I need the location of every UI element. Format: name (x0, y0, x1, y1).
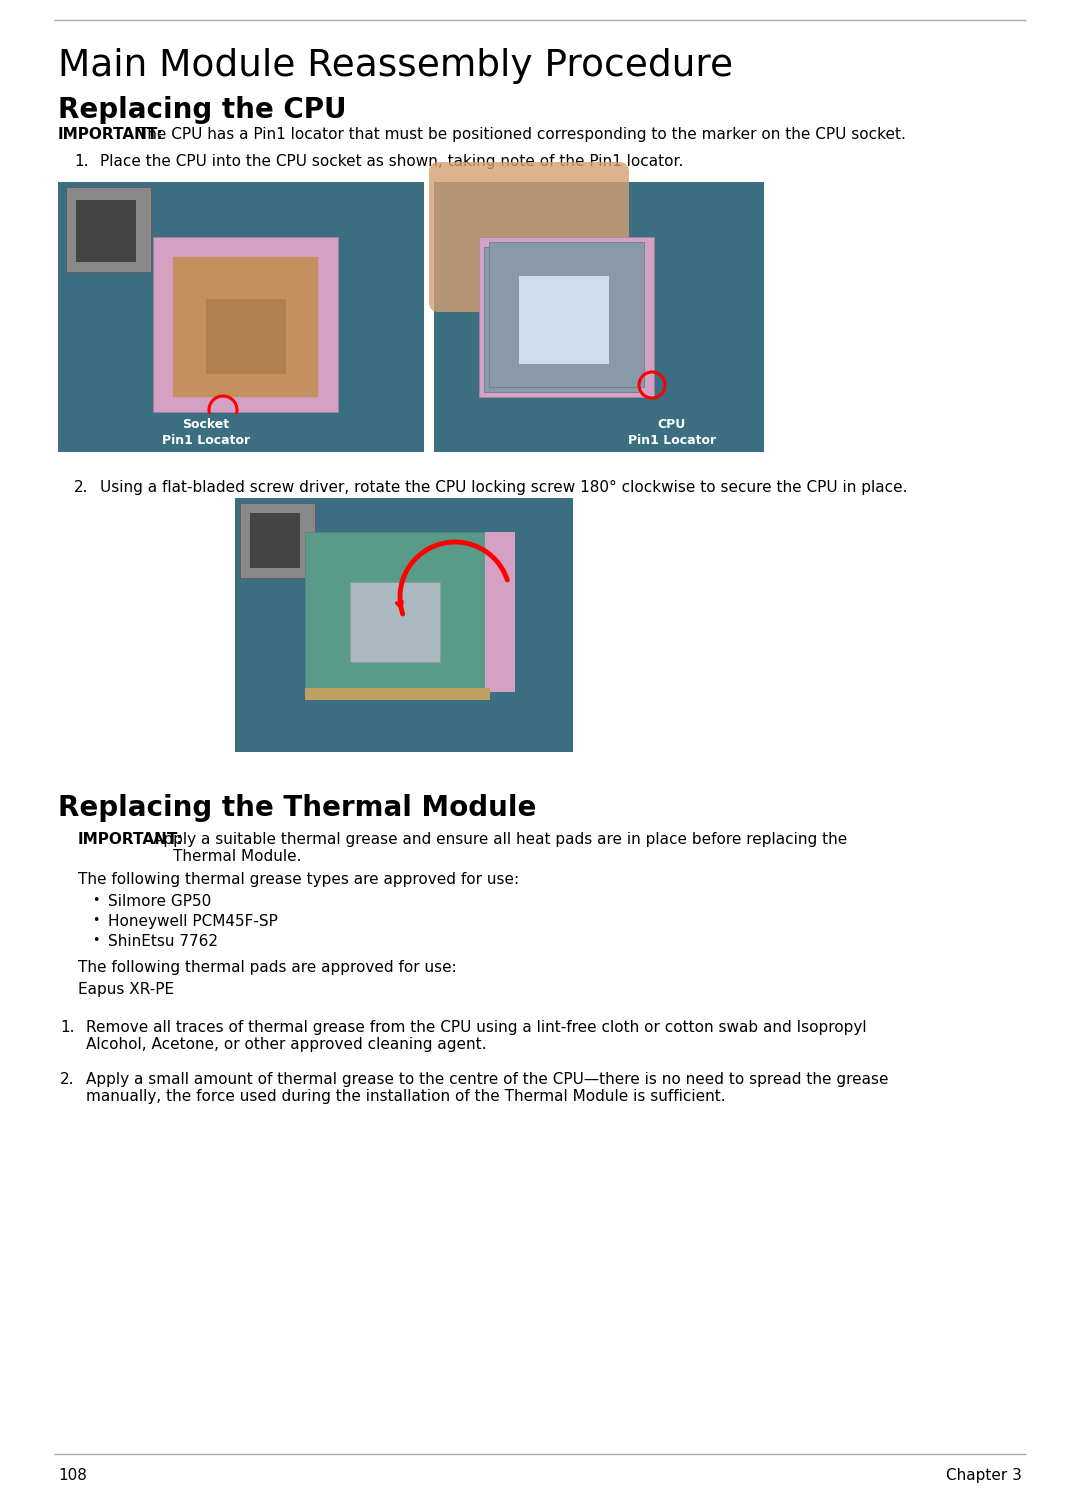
Text: Using a flat-bladed screw driver, rotate the CPU locking screw 180° clockwise to: Using a flat-bladed screw driver, rotate… (100, 479, 907, 494)
Text: •: • (92, 934, 99, 947)
Bar (485, 532, 515, 692)
Text: Silmore GP50: Silmore GP50 (108, 894, 212, 909)
Text: 2.: 2. (75, 479, 89, 494)
Bar (514, 277, 609, 372)
Text: Thermal Module.: Thermal Module. (173, 850, 301, 863)
Text: Remove all traces of thermal grease from the CPU using a lint-free cloth or cott: Remove all traces of thermal grease from… (86, 1021, 866, 1036)
Text: Alcohol, Acetone, or other approved cleaning agent.: Alcohol, Acetone, or other approved clea… (86, 1037, 486, 1052)
Bar (235, 497, 573, 751)
Bar (249, 513, 300, 569)
Bar (305, 532, 490, 692)
Text: Eapus XR-PE: Eapus XR-PE (78, 981, 174, 996)
Bar (305, 688, 490, 700)
Text: 1.: 1. (75, 154, 89, 169)
Text: 1.: 1. (60, 1021, 75, 1036)
Bar (146, 414, 266, 451)
Text: Pin1 Locator: Pin1 Locator (627, 434, 716, 448)
Text: •: • (92, 913, 99, 927)
Bar (66, 187, 151, 272)
Bar (76, 200, 136, 262)
Text: 2.: 2. (60, 1072, 75, 1087)
Text: Socket: Socket (183, 417, 230, 431)
FancyBboxPatch shape (429, 162, 629, 311)
Text: Apply a small amount of thermal grease to the centre of the CPU—there is no need: Apply a small amount of thermal grease t… (86, 1072, 889, 1087)
Text: CPU: CPU (658, 417, 686, 431)
Bar (480, 237, 654, 398)
Text: Apply a suitable thermal grease and ensure all heat pads are in place before rep: Apply a suitable thermal grease and ensu… (153, 832, 847, 847)
Bar (489, 242, 644, 387)
Bar (153, 237, 338, 411)
Text: Pin1 Locator: Pin1 Locator (162, 434, 251, 448)
Text: Replacing the Thermal Module: Replacing the Thermal Module (58, 794, 537, 823)
Text: The CPU has a Pin1 locator that must be positioned corresponding to the marker o: The CPU has a Pin1 locator that must be … (133, 127, 906, 142)
Text: IMPORTANT:: IMPORTANT: (78, 832, 184, 847)
Bar (350, 582, 440, 662)
Text: •: • (92, 894, 99, 907)
Bar (434, 181, 764, 452)
Text: The following thermal grease types are approved for use:: The following thermal grease types are a… (78, 872, 519, 888)
Bar (484, 246, 639, 392)
Bar (240, 503, 315, 578)
Text: Main Module Reassembly Procedure: Main Module Reassembly Procedure (58, 48, 733, 85)
Bar (519, 277, 609, 364)
Text: The following thermal pads are approved for use:: The following thermal pads are approved … (78, 960, 457, 975)
Bar (173, 257, 318, 398)
Text: IMPORTANT:: IMPORTANT: (58, 127, 164, 142)
Text: Place the CPU into the CPU socket as shown, taking note of the Pin1 locator.: Place the CPU into the CPU socket as sho… (100, 154, 684, 169)
Text: ShinEtsu 7762: ShinEtsu 7762 (108, 934, 218, 950)
Text: Replacing the CPU: Replacing the CPU (58, 95, 347, 124)
Text: Chapter 3: Chapter 3 (946, 1468, 1022, 1483)
Bar (206, 299, 286, 373)
Text: 108: 108 (58, 1468, 86, 1483)
Text: manually, the force used during the installation of the Thermal Module is suffic: manually, the force used during the inst… (86, 1089, 726, 1104)
Text: Honeywell PCM45F-SP: Honeywell PCM45F-SP (108, 913, 278, 928)
Bar (58, 181, 424, 452)
